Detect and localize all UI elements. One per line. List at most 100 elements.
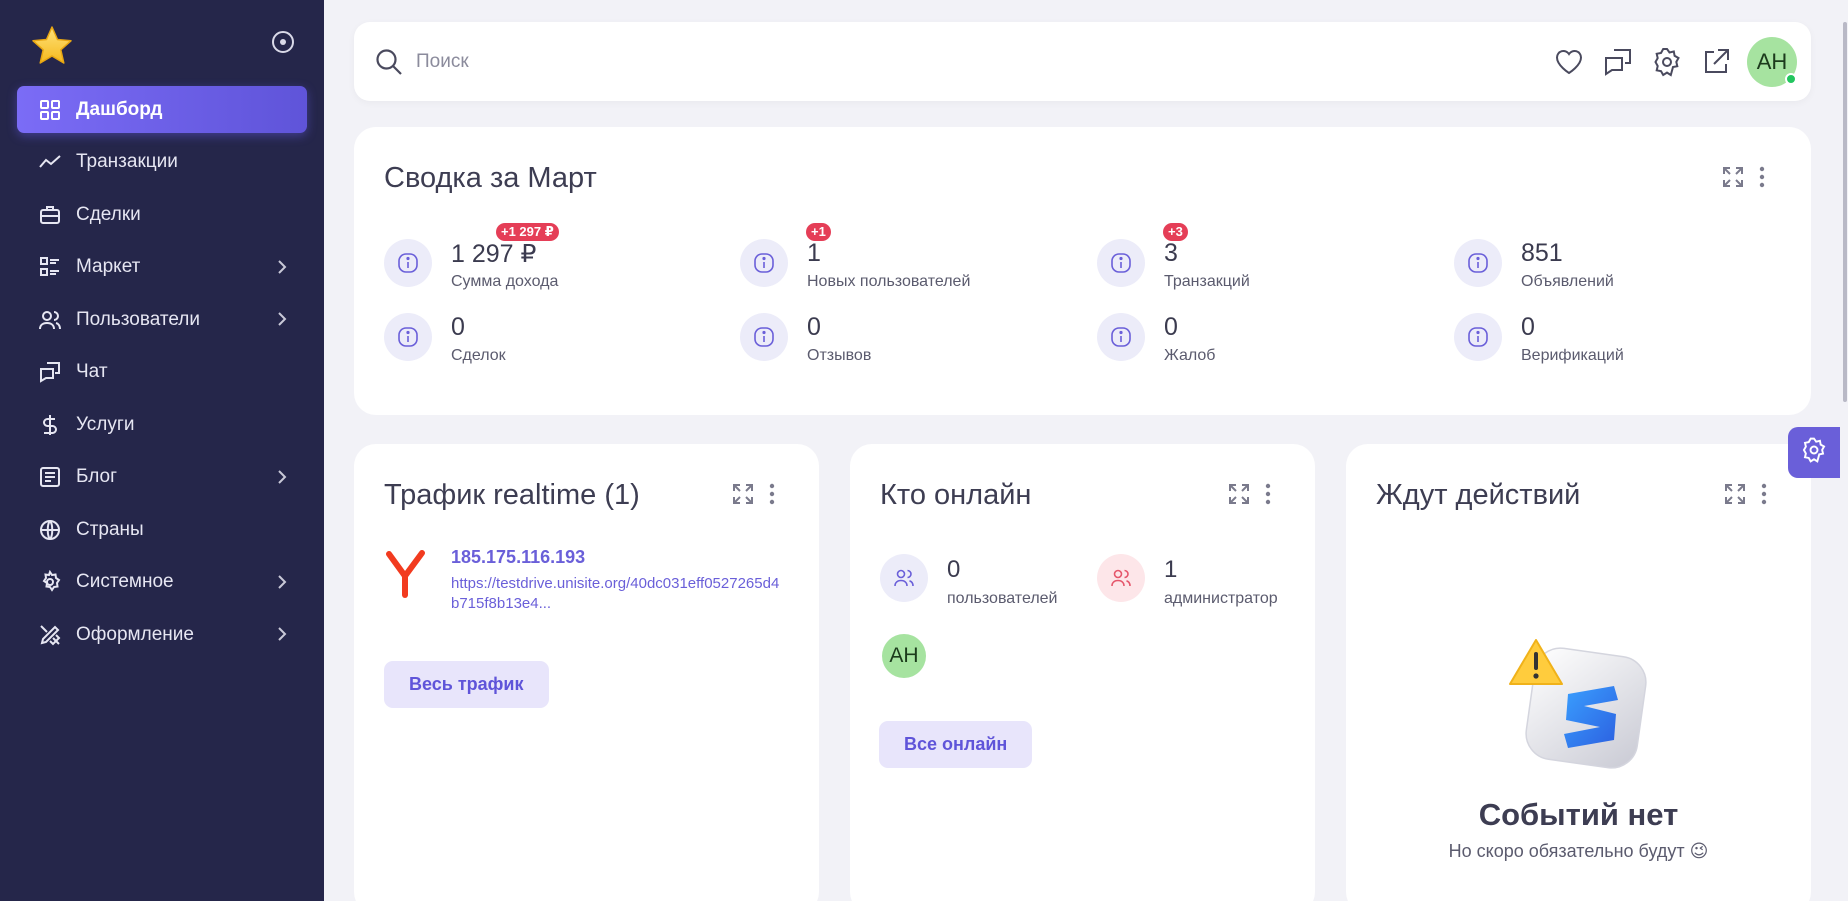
online-users-label: пользователей bbox=[947, 590, 1058, 607]
stat-label: Сделок bbox=[451, 347, 506, 364]
all-traffic-button[interactable]: Весь трафик bbox=[384, 661, 549, 708]
top-bar: AH bbox=[354, 22, 1811, 101]
sidebar-item-label: Сделки bbox=[76, 203, 141, 225]
expand-icon[interactable] bbox=[1227, 482, 1251, 506]
stat-complaints: 0 Жалоб bbox=[1097, 313, 1427, 373]
floating-settings-button[interactable] bbox=[1788, 427, 1840, 478]
more-vertical-icon[interactable] bbox=[1262, 482, 1274, 506]
users-icon bbox=[880, 554, 928, 602]
chevron-right-icon bbox=[273, 625, 291, 643]
more-vertical-icon[interactable] bbox=[766, 482, 778, 506]
visit-url-link[interactable]: https://testdrive.unisite.org/40dc031eff… bbox=[451, 575, 780, 612]
info-icon bbox=[1097, 313, 1145, 361]
stat-label: Жалоб bbox=[1164, 347, 1216, 364]
page-scrollbar[interactable] bbox=[1841, 0, 1848, 901]
card-title: Ждут действий bbox=[1376, 479, 1581, 511]
expand-icon[interactable] bbox=[1721, 165, 1745, 189]
delta-badge: +1 297 ₽ bbox=[496, 223, 559, 241]
sidebar-item-market[interactable]: Маркет bbox=[17, 244, 307, 291]
sidebar-item-deals[interactable]: Сделки bbox=[17, 191, 307, 238]
stat-listings: 851 Объявлений bbox=[1454, 239, 1784, 299]
sidebar-item-label: Чат bbox=[76, 361, 108, 382]
stat-label: Отзывов bbox=[807, 347, 872, 364]
sidebar-item-label: Страны bbox=[76, 518, 144, 540]
sidebar-item-label: Системное bbox=[76, 571, 174, 592]
info-icon bbox=[1454, 313, 1502, 361]
sidebar-toggle-icon[interactable] bbox=[270, 29, 296, 55]
gear-icon bbox=[1800, 436, 1828, 469]
sidebar-item-transactions[interactable]: Транзакции bbox=[17, 139, 307, 186]
sidebar-item-chat[interactable]: Чат bbox=[17, 349, 307, 396]
sidebar-item-blog[interactable]: Блог bbox=[17, 454, 307, 501]
info-icon bbox=[740, 239, 788, 287]
stat-label: Верификаций bbox=[1521, 347, 1624, 364]
chevron-right-icon bbox=[273, 573, 291, 591]
sidebar-item-label: Услуги bbox=[76, 413, 135, 435]
stat-label: Сумма дохода bbox=[451, 273, 559, 290]
stat-reviews: 0 Отзывов bbox=[740, 313, 1070, 373]
more-vertical-icon[interactable] bbox=[1758, 482, 1770, 506]
expand-icon[interactable] bbox=[731, 482, 755, 506]
online-card: Кто онлайн 0 пользователей 1 администрат… bbox=[850, 444, 1315, 901]
card-title: Сводка за Март bbox=[384, 162, 597, 194]
sidebar-item-countries[interactable]: Страны bbox=[17, 506, 307, 553]
chat-icon bbox=[37, 359, 63, 385]
briefcase-icon bbox=[37, 202, 63, 228]
heart-icon[interactable] bbox=[1553, 46, 1585, 78]
sidebar-item-system[interactable]: Системное bbox=[17, 559, 307, 606]
online-user-avatar[interactable]: AH bbox=[882, 634, 926, 678]
stat-value: 0 bbox=[1521, 313, 1535, 341]
gear-icon[interactable] bbox=[1651, 46, 1683, 78]
admins-icon bbox=[1097, 554, 1145, 602]
pending-actions-card: Ждут действий Событий нет Но скоро обяза… bbox=[1346, 444, 1811, 901]
sidebar-nav: Дашборд Транзакции Сделки Маркет Пользов… bbox=[17, 86, 307, 664]
sidebar-item-dashboard[interactable]: Дашборд bbox=[17, 86, 307, 133]
sidebar-item-label: Пользователи bbox=[76, 308, 201, 330]
stat-verifications: 0 Верификаций bbox=[1454, 313, 1784, 373]
stat-value: 3 bbox=[1164, 239, 1178, 267]
stat-label: Транзакций bbox=[1164, 273, 1250, 290]
stat-value: 0 bbox=[1164, 313, 1178, 341]
info-icon bbox=[1097, 239, 1145, 287]
traffic-card: Трафик realtime (1) 185.175.116.193 http… bbox=[354, 444, 819, 901]
empty-state-title: Событий нет bbox=[1478, 797, 1679, 832]
external-link-icon[interactable] bbox=[1700, 46, 1732, 78]
info-icon bbox=[384, 313, 432, 361]
search-icon bbox=[374, 47, 404, 77]
info-icon bbox=[1454, 239, 1502, 287]
search-input[interactable] bbox=[416, 42, 1016, 82]
more-vertical-icon[interactable] bbox=[1756, 165, 1768, 189]
scrollbar-thumb[interactable] bbox=[1843, 22, 1847, 402]
chevron-right-icon bbox=[273, 258, 291, 276]
star-logo-icon[interactable] bbox=[30, 24, 74, 68]
empty-state-subtitle: Но скоро обязательно будут 😉 bbox=[1448, 841, 1709, 861]
stat-label: Объявлений bbox=[1521, 273, 1614, 290]
user-avatar[interactable]: AH bbox=[1747, 37, 1797, 87]
trend-line-icon bbox=[37, 149, 63, 175]
design-tools-icon bbox=[37, 622, 63, 648]
chat-icon[interactable] bbox=[1602, 46, 1634, 78]
online-admins-label: администратор bbox=[1164, 590, 1278, 607]
visit-ip-link[interactable]: 185.175.116.193 bbox=[451, 547, 586, 567]
stat-value: 0 bbox=[451, 313, 465, 341]
stat-value: 851 bbox=[1521, 239, 1563, 267]
delta-badge: +3 bbox=[1163, 223, 1188, 241]
stat-value: 0 bbox=[807, 313, 821, 341]
list-icon bbox=[37, 254, 63, 280]
sidebar-item-services[interactable]: Услуги bbox=[17, 401, 307, 448]
online-users-count: 0 bbox=[947, 556, 961, 583]
chevron-right-icon bbox=[273, 468, 291, 486]
all-online-button[interactable]: Все онлайн bbox=[879, 721, 1033, 768]
sidebar-item-design[interactable]: Оформление bbox=[17, 611, 307, 658]
stat-value: 1 297 ₽ bbox=[451, 240, 537, 268]
expand-icon[interactable] bbox=[1723, 482, 1747, 506]
info-icon bbox=[384, 239, 432, 287]
stat-deals: 0 Сделок bbox=[384, 313, 714, 373]
stat-new-users: 1 +1 Новых пользователей bbox=[740, 223, 1070, 299]
sidebar: Дашборд Транзакции Сделки Маркет Пользов… bbox=[0, 0, 324, 901]
stat-label: Новых пользователей bbox=[807, 273, 971, 290]
card-title: Трафик realtime (1) bbox=[384, 479, 640, 511]
sidebar-item-users[interactable]: Пользователи bbox=[17, 296, 307, 343]
avatar-initials: AH bbox=[1756, 49, 1788, 74]
warning-illustration-icon bbox=[1506, 634, 1651, 779]
